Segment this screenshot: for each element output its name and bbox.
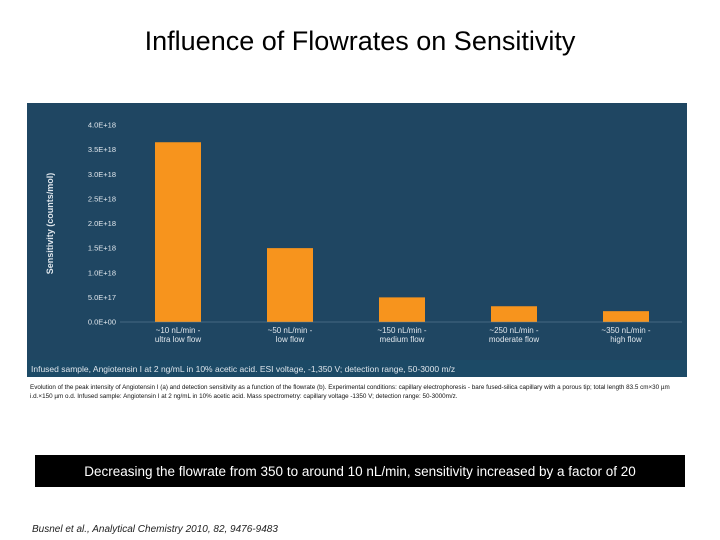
y-axis-ticks: 0.0E+00 5.0E+17 1.0E+18 1.5E+18 2.0E+18 2.5E+… bbox=[88, 121, 116, 327]
x-tick-label-line: medium flow bbox=[380, 335, 425, 344]
bar bbox=[603, 311, 649, 322]
x-tick-label-line: ~250 nL/min - bbox=[489, 326, 538, 335]
y-tick-label: 3.5E+18 bbox=[88, 145, 116, 154]
sensitivity-bar-chart: 0.0E+00 5.0E+17 1.0E+18 1.5E+18 2.0E+18 2.5E+… bbox=[27, 103, 687, 377]
reference-citation: Busnel et al., Analytical Chemistry 2010… bbox=[32, 524, 278, 535]
x-tick-label: ~150 nL/min -medium flow bbox=[377, 326, 426, 344]
x-tick-label: ~250 nL/min -moderate flow bbox=[489, 326, 539, 344]
y-tick-label: 2.0E+18 bbox=[88, 219, 116, 228]
x-tick-label-line: low flow bbox=[276, 335, 305, 344]
x-tick-label-line: ultra low flow bbox=[155, 335, 201, 344]
x-tick-label: ~350 nL/min -high flow bbox=[601, 326, 650, 344]
y-tick-label: 1.0E+18 bbox=[88, 268, 116, 277]
x-tick-label-line: ~10 nL/min - bbox=[156, 326, 201, 335]
x-tick-label: ~50 nL/min -low flow bbox=[268, 326, 313, 344]
y-tick-label: 1.5E+18 bbox=[88, 244, 116, 253]
bars bbox=[155, 142, 649, 322]
chart-footnote: Infused sample, Angiotensin I at 2 ng/mL… bbox=[31, 364, 455, 374]
slide-title: Influence of Flowrates on Sensitivity bbox=[144, 26, 576, 56]
conclusion-text: Decreasing the flowrate from 350 to arou… bbox=[84, 463, 636, 479]
bar bbox=[155, 142, 201, 322]
chart-background bbox=[27, 103, 687, 377]
chart-footnote-band bbox=[27, 360, 687, 377]
y-tick-label: 5.0E+17 bbox=[88, 293, 116, 302]
y-tick-label: 2.5E+18 bbox=[88, 194, 116, 203]
x-tick-label-line: high flow bbox=[610, 335, 642, 344]
bar bbox=[491, 306, 537, 322]
y-tick-label: 0.0E+00 bbox=[88, 318, 116, 327]
bar bbox=[379, 297, 425, 322]
bar bbox=[267, 248, 313, 322]
chart-panel: 0.0E+00 5.0E+17 1.0E+18 1.5E+18 2.0E+18 2.5E+… bbox=[27, 103, 687, 377]
x-tick-label: ~10 nL/min -ultra low flow bbox=[155, 326, 201, 344]
x-axis-labels: ~10 nL/min -ultra low flow ~50 nL/min -lo… bbox=[155, 326, 651, 344]
x-tick-label-line: ~50 nL/min - bbox=[268, 326, 313, 335]
x-tick-label-line: ~150 nL/min - bbox=[377, 326, 426, 335]
y-tick-label: 4.0E+18 bbox=[88, 121, 116, 130]
conclusion-banner: Decreasing the flowrate from 350 to arou… bbox=[35, 455, 685, 487]
figure-caption: Evolution of the peak intensity of Angio… bbox=[30, 384, 670, 400]
y-axis-label: Sensitivity (counts/mol) bbox=[45, 173, 55, 275]
y-tick-label: 3.0E+18 bbox=[88, 170, 116, 179]
x-tick-label-line: ~350 nL/min - bbox=[601, 326, 650, 335]
x-tick-label-line: moderate flow bbox=[489, 335, 539, 344]
